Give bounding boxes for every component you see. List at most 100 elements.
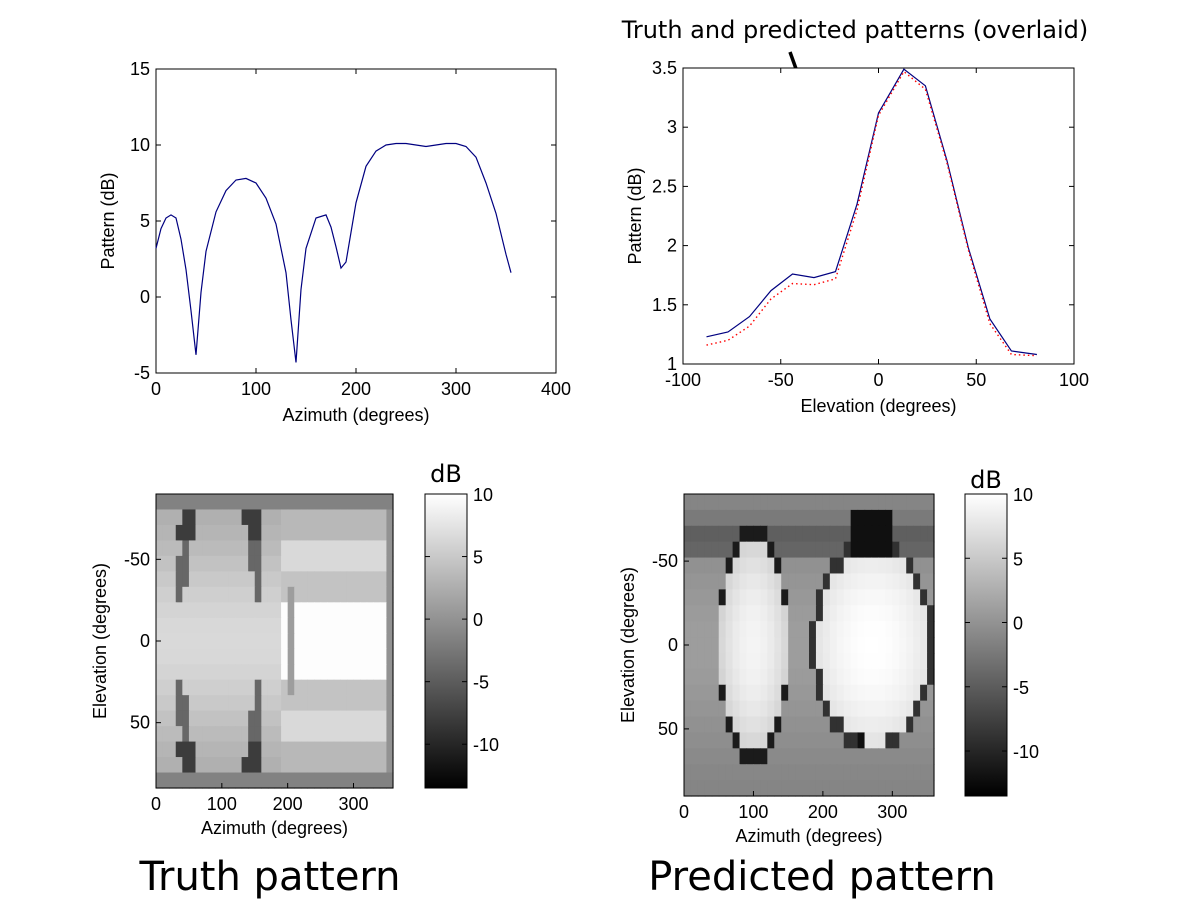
- heatmap-cell: [162, 695, 170, 712]
- heatmap-cell: [697, 764, 706, 781]
- heatmap-cell: [760, 573, 768, 590]
- heatmap-cell: [156, 664, 164, 681]
- heatmap-cell: [913, 716, 921, 734]
- heatmap-cell: [892, 684, 900, 702]
- heatmap-cell: [871, 557, 880, 575]
- heatmap-cell: [927, 637, 935, 654]
- heatmap-cell: [795, 621, 803, 638]
- heatmap-cell: [885, 557, 893, 575]
- heatmap-cell: [340, 540, 348, 557]
- heatmap-cell: [274, 494, 282, 511]
- heatmap-cell: [274, 695, 282, 712]
- heatmap-cell: [373, 555, 381, 572]
- heatmap-cell: [202, 695, 210, 712]
- heatmap-cell: [208, 726, 216, 743]
- heatmap-cell: [188, 509, 197, 526]
- heatmap-cell: [208, 679, 216, 696]
- heatmap-cell: [366, 772, 374, 789]
- heatmap-cell: [781, 764, 789, 781]
- heatmap-cell: [732, 764, 741, 781]
- heatmap-cell: [697, 652, 706, 670]
- heatmap-cell: [267, 509, 276, 526]
- heatmap-cell: [885, 621, 893, 638]
- heatmap-cell: [788, 525, 796, 543]
- heatmap-cell: [333, 772, 341, 789]
- heatmap-cell: [294, 710, 302, 727]
- heatmap-cell: [892, 764, 900, 781]
- heatmap-cell: [294, 524, 302, 542]
- heatmap-cell: [346, 679, 355, 696]
- heatmap-cell: [892, 589, 900, 606]
- heatmap-cell: [287, 710, 295, 727]
- heatmap-cell: [360, 741, 368, 758]
- heatmap-cell: [346, 710, 355, 727]
- heatmap-cell: [202, 617, 210, 634]
- heatmap-cell: [732, 541, 741, 559]
- heatmap-cell: [697, 700, 706, 718]
- heatmap-cell: [215, 772, 223, 789]
- heatmap-cell: [774, 541, 782, 559]
- heatmap-cell: [195, 710, 203, 727]
- heatmap-cell: [281, 633, 289, 650]
- heatmap-cell: [333, 726, 341, 743]
- heatmap-cell: [188, 571, 197, 588]
- heatmap-cell: [307, 524, 315, 542]
- heatmap-cell: [690, 573, 699, 590]
- heatmap-cell: [781, 509, 789, 527]
- heatmap-cell: [346, 524, 355, 542]
- heatmap-cell: [169, 633, 177, 650]
- heatmap-cell: [711, 637, 720, 654]
- heatmap-cell: [307, 617, 315, 634]
- heatmap-cell: [732, 525, 741, 543]
- heatmap-cell: [248, 664, 256, 681]
- heatmap-cell: [690, 668, 699, 686]
- heatmap-cell: [274, 710, 282, 727]
- heatmap-cell: [843, 780, 852, 797]
- heatmap-cell: [300, 679, 309, 696]
- heatmap-cell: [254, 710, 262, 727]
- heatmap-cell: [340, 555, 348, 572]
- heatmap-cell: [843, 732, 852, 749]
- heatmap-cell: [314, 757, 322, 774]
- heatmap-cell: [202, 664, 210, 681]
- heatmap-cell: [254, 633, 262, 650]
- heatmap-cell: [366, 741, 374, 758]
- heatmap-cell: [815, 637, 824, 654]
- heatmap-cell: [386, 509, 394, 526]
- heatmap-cell: [366, 710, 374, 727]
- heatmap-cell: [320, 772, 328, 789]
- heatmap-cell: [711, 700, 720, 718]
- heatmap-cell: [360, 664, 368, 681]
- x-tick-label: 0: [151, 794, 161, 814]
- heatmap-cell: [690, 525, 699, 543]
- heatmap-cell: [346, 555, 355, 572]
- heatmap-cell: [267, 710, 276, 727]
- heatmap-cell: [195, 695, 203, 712]
- heatmap-cell: [781, 557, 789, 575]
- heatmap-cell: [927, 668, 935, 686]
- heatmap-cell: [892, 780, 900, 797]
- heatmap-cell: [346, 586, 355, 603]
- heatmap-cell: [802, 732, 810, 749]
- heatmap-cell: [711, 589, 720, 606]
- heatmap-cell: [215, 695, 223, 712]
- heatmap-cell: [182, 540, 190, 557]
- heatmap-cell: [878, 509, 886, 527]
- heatmap-cell: [267, 726, 276, 743]
- heatmap-cell: [892, 541, 900, 559]
- heatmap-cell: [261, 540, 269, 557]
- heatmap-cell: [360, 648, 368, 665]
- heatmap-cell: [836, 732, 845, 749]
- heatmap-cell: [843, 748, 852, 765]
- heatmap-cell: [913, 732, 921, 749]
- heatmap-cell: [254, 586, 262, 603]
- heatmap-cell: [760, 637, 768, 654]
- heatmap-cell: [899, 700, 907, 718]
- heatmap-cell: [202, 679, 210, 696]
- heatmap-cell: [802, 573, 810, 590]
- heatmap-cell: [774, 605, 782, 622]
- heatmap-cell: [815, 652, 824, 670]
- heatmap-cell: [732, 748, 741, 765]
- heatmap-cell: [795, 668, 803, 686]
- heatmap-cell: [767, 494, 775, 511]
